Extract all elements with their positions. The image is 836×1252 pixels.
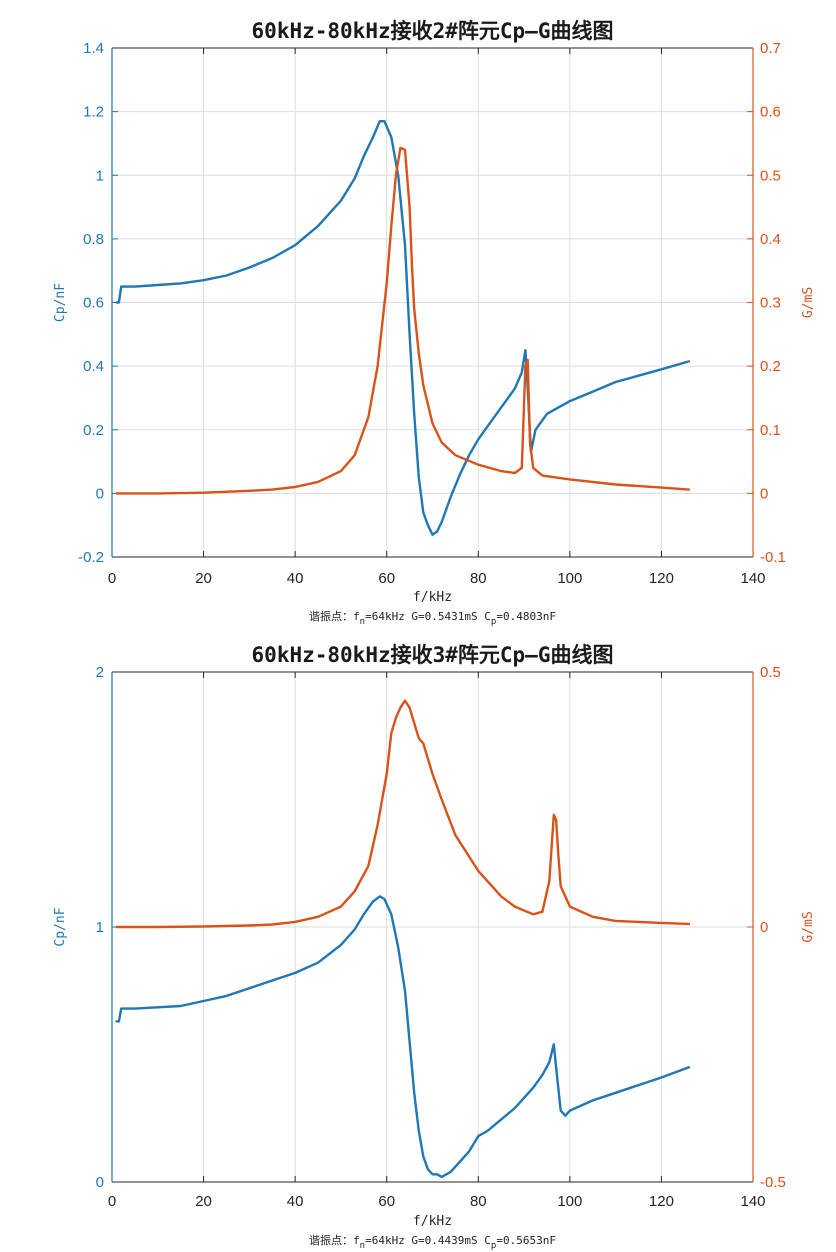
y-left-tick-label: 0.2 <box>83 422 104 439</box>
y-left-tick-label: 0.4 <box>83 358 104 375</box>
x-tick-label: 120 <box>649 570 674 587</box>
chart-title: 60kHz-80kHz接收2#阵元Cp—G曲线图 <box>252 19 614 43</box>
cp-series-line <box>115 895 691 1179</box>
y-right-tick-label: -0.5 <box>760 1174 786 1191</box>
chart-title: 60kHz-80kHz接收3#阵元Cp—G曲线图 <box>252 643 614 667</box>
g-series-line <box>115 699 691 929</box>
note-text: =0.4803nF <box>496 610 556 623</box>
note-text: 谐振点：f <box>309 609 360 623</box>
chart-1: 0 20 40 60 80 100 120 140-0.200.20.40.60.811.21… <box>53 19 816 627</box>
y-left-tick-label: 1 <box>96 919 104 936</box>
x-axis-label: f/kHz <box>413 590 452 605</box>
y-right-tick-label: 0.1 <box>760 422 781 439</box>
x-tick-label: 140 <box>740 1193 765 1210</box>
note-subscript: p <box>491 617 496 627</box>
note-subscript: p <box>491 1241 496 1251</box>
y-right-tick-label: -0.1 <box>760 549 786 566</box>
note-text: =64kHz G=0.5431mS C <box>365 610 491 623</box>
y-right-tick-label: 0.4 <box>760 231 781 248</box>
y-right-tick-label: 0.7 <box>760 40 781 57</box>
y-left-tick-label: 2 <box>96 664 104 681</box>
y-right-tick-label: 0.5 <box>760 664 781 681</box>
y-left-tick-label: -0.2 <box>78 549 104 566</box>
resonance-note: 谐振点：fn=64kHz G=0.5431mS Cp=0.4803nF <box>309 609 556 627</box>
y-right-axis-label: G/mS <box>801 911 816 942</box>
x-tick-label: 60 <box>378 570 395 587</box>
resonance-note: 谐振点：fn=64kHz G=0.4439mS Cp=0.5653nF <box>309 1233 556 1251</box>
x-tick-label: 100 <box>557 1193 582 1210</box>
y-right-tick-label: 0.5 <box>760 167 781 184</box>
x-axis-label: f/kHz <box>413 1214 452 1229</box>
note-text: =64kHz G=0.4439mS C <box>365 1234 491 1247</box>
note-subscript: n <box>360 617 365 627</box>
chart-2: 0 20 40 60 80 100 120 140 0 1 2 -0.5 0 0.5 60kHz-80kHz… <box>53 643 816 1251</box>
y-left-tick-label: 1.2 <box>83 104 104 121</box>
x-tick-label: 40 <box>287 1193 304 1210</box>
y-right-tick-label: 0.3 <box>760 295 781 312</box>
x-tick-label: 0 <box>108 1193 116 1210</box>
x-tick-label: 80 <box>470 570 487 587</box>
x-tick-label: 20 <box>195 1193 212 1210</box>
x-tick-label: 60 <box>378 1193 395 1210</box>
x-tick-label: 120 <box>649 1193 674 1210</box>
y-left-tick-label: 0.6 <box>83 295 104 312</box>
y-right-tick-label: 0 <box>760 485 768 502</box>
y-right-tick-label: 0.2 <box>760 358 781 375</box>
y-right-axis-label: G/mS <box>801 287 816 318</box>
y-left-axis-label: Cp/nF <box>53 907 68 946</box>
g-series-line <box>115 146 691 495</box>
y-left-tick-label: 1.4 <box>83 40 104 57</box>
x-tick-label: 40 <box>287 570 304 587</box>
y-right-tick-label: 0.6 <box>760 104 781 121</box>
y-left-tick-label: 1 <box>96 167 104 184</box>
x-tick-label: 20 <box>195 570 212 587</box>
y-left-tick-label: 0 <box>96 1174 104 1191</box>
note-subscript: n <box>360 1241 365 1251</box>
note-text: 谐振点：f <box>309 1233 360 1247</box>
y-right-tick-label: 0 <box>760 919 768 936</box>
note-text: =0.5653nF <box>496 1234 556 1247</box>
x-tick-label: 80 <box>470 1193 487 1210</box>
y-left-axis-label: Cp/nF <box>53 283 68 322</box>
x-tick-label: 0 <box>108 570 116 587</box>
x-tick-label: 100 <box>557 570 582 587</box>
y-left-tick-label: 0.8 <box>83 231 104 248</box>
x-tick-label: 140 <box>740 570 765 587</box>
y-left-tick-label: 0 <box>96 485 104 502</box>
